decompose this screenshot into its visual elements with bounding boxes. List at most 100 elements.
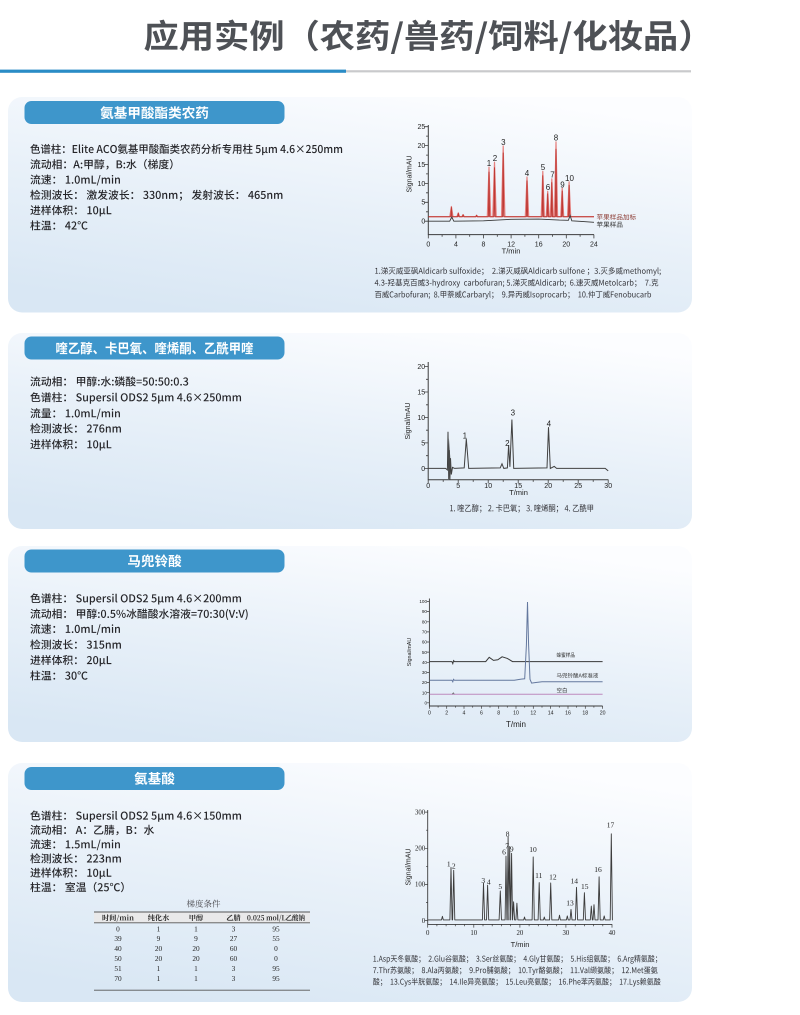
svg-text:8: 8 [506, 830, 510, 839]
svg-text:2: 2 [493, 154, 498, 163]
svg-text:11: 11 [535, 871, 542, 880]
svg-text:12: 12 [549, 873, 557, 882]
svg-text:5: 5 [541, 163, 546, 172]
svg-text:9: 9 [560, 181, 565, 190]
svg-text:18: 18 [582, 711, 588, 717]
svg-text:0: 0 [426, 930, 430, 937]
svg-text:0: 0 [421, 466, 425, 473]
svg-text:4: 4 [454, 242, 458, 249]
svg-text:14: 14 [571, 877, 579, 886]
svg-text:10: 10 [417, 415, 425, 422]
svg-text:Signal/mAU: Signal/mAU [406, 849, 413, 886]
svg-text:60: 60 [422, 640, 428, 645]
svg-text:20: 20 [155, 954, 163, 963]
svg-text:10: 10 [470, 930, 477, 937]
svg-text:95: 95 [272, 924, 280, 933]
svg-text:2: 2 [505, 439, 510, 448]
svg-text:7: 7 [550, 171, 555, 180]
svg-text:17: 17 [607, 821, 615, 830]
svg-text:50: 50 [422, 650, 428, 655]
svg-text:8: 8 [554, 134, 559, 143]
svg-text:15: 15 [417, 389, 425, 396]
svg-text:12: 12 [507, 242, 515, 249]
svg-text:7: 7 [505, 842, 509, 851]
svg-text:30: 30 [563, 930, 570, 937]
svg-text:20: 20 [562, 242, 570, 249]
svg-text:25: 25 [574, 483, 582, 490]
svg-text:9: 9 [510, 845, 514, 854]
svg-text:10: 10 [529, 845, 537, 854]
svg-text:1: 1 [447, 860, 451, 869]
svg-text:3: 3 [232, 964, 236, 973]
svg-text:95: 95 [272, 964, 280, 973]
svg-text:16: 16 [594, 865, 602, 874]
svg-text:16: 16 [565, 711, 571, 717]
svg-text:20: 20 [192, 954, 200, 963]
svg-text:1: 1 [157, 924, 161, 933]
svg-text:T/min: T/min [509, 488, 528, 497]
svg-text:60: 60 [230, 954, 238, 963]
svg-text:100: 100 [415, 882, 426, 889]
svg-text:300: 300 [415, 809, 426, 816]
svg-text:50: 50 [114, 954, 122, 963]
svg-text:Signal/mAU: Signal/mAU [405, 403, 412, 440]
svg-text:0: 0 [274, 954, 278, 963]
svg-text:10: 10 [418, 181, 426, 188]
svg-text:5: 5 [498, 882, 502, 891]
svg-text:T/min: T/min [506, 720, 526, 729]
svg-text:20: 20 [155, 944, 163, 953]
svg-text:55: 55 [272, 934, 280, 943]
svg-text:10: 10 [513, 711, 519, 717]
svg-text:60: 60 [230, 944, 238, 953]
svg-text:0: 0 [116, 924, 120, 933]
svg-text:27: 27 [230, 934, 238, 943]
svg-text:95: 95 [272, 974, 280, 983]
svg-text:20: 20 [418, 143, 426, 150]
svg-text:3: 3 [232, 974, 236, 983]
svg-text:90: 90 [422, 609, 428, 614]
svg-text:1: 1 [463, 432, 468, 441]
svg-text:20: 20 [544, 483, 552, 490]
svg-text:0: 0 [424, 700, 427, 705]
svg-text:3: 3 [232, 924, 236, 933]
svg-text:10: 10 [484, 483, 492, 490]
svg-text:16: 16 [535, 242, 543, 249]
svg-text:9: 9 [194, 934, 198, 943]
svg-text:0: 0 [426, 242, 430, 249]
svg-text:6: 6 [546, 183, 551, 192]
svg-text:0: 0 [422, 918, 426, 925]
svg-text:1: 1 [487, 159, 492, 168]
svg-text:0: 0 [274, 944, 278, 953]
svg-text:9: 9 [157, 934, 161, 943]
svg-text:80: 80 [422, 619, 428, 624]
svg-text:14: 14 [548, 711, 554, 717]
svg-text:24: 24 [590, 242, 598, 249]
svg-text:0: 0 [421, 219, 425, 226]
svg-text:2: 2 [452, 862, 456, 871]
svg-text:12: 12 [530, 711, 536, 717]
svg-text:Signal/mAU: Signal/mAU [407, 638, 413, 667]
svg-text:51: 51 [114, 964, 122, 973]
svg-text:1: 1 [194, 964, 198, 973]
svg-text:T/min: T/min [502, 247, 521, 256]
svg-text:10: 10 [565, 174, 574, 183]
svg-text:4: 4 [487, 878, 491, 887]
svg-text:6: 6 [502, 848, 506, 857]
svg-text:1: 1 [157, 974, 161, 983]
svg-text:5: 5 [421, 200, 425, 207]
svg-text:40: 40 [609, 930, 616, 937]
svg-text:20: 20 [422, 680, 428, 685]
svg-text:70: 70 [422, 630, 428, 635]
svg-text:15: 15 [514, 483, 522, 490]
svg-text:30: 30 [604, 483, 612, 490]
svg-text:2: 2 [445, 711, 448, 717]
svg-text:20: 20 [600, 711, 606, 717]
svg-text:30: 30 [422, 670, 428, 675]
svg-text:0: 0 [428, 711, 431, 717]
svg-text:5: 5 [421, 440, 425, 447]
svg-text:4: 4 [463, 711, 466, 717]
svg-text:3: 3 [481, 876, 485, 885]
svg-text:5: 5 [456, 483, 460, 490]
svg-text:25: 25 [418, 124, 426, 131]
svg-text:1: 1 [194, 974, 198, 983]
